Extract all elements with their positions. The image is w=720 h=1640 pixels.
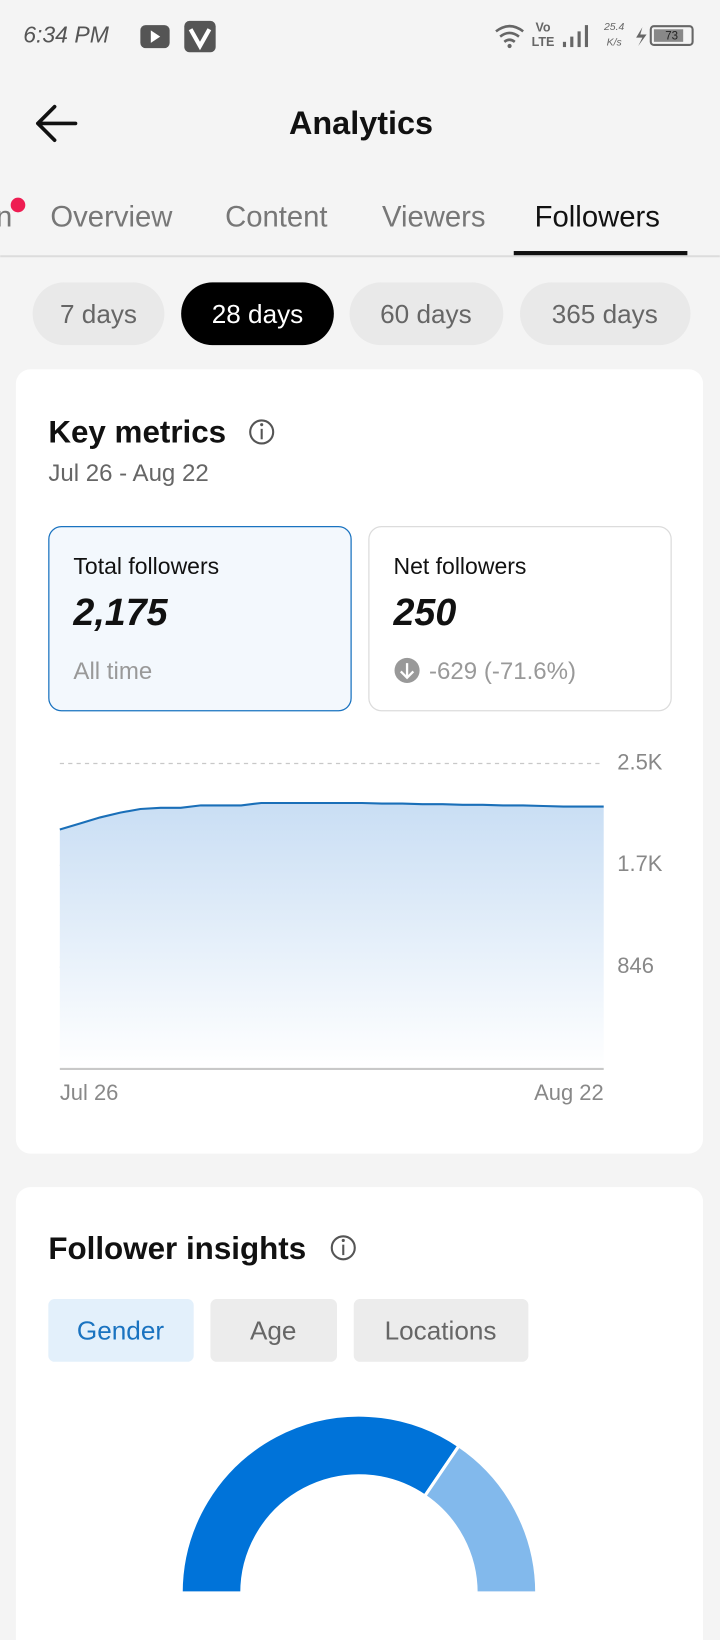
- follower-chart: 846 1.7K 2.5K Jul 26 Aug 22: [59, 749, 663, 1105]
- tab-indicator: [513, 251, 688, 256]
- tab[interactable]: Content: [225, 200, 328, 233]
- card-title: Key metrics: [48, 414, 226, 449]
- x-tick-label: Aug 22: [534, 1080, 604, 1105]
- period-pill[interactable]: [520, 282, 691, 346]
- metric-change: -629 (-71.6%): [429, 658, 576, 685]
- period-label: 7 days: [60, 299, 137, 329]
- network-top: Vo: [535, 21, 550, 35]
- period-pill-active[interactable]: [181, 282, 334, 346]
- period-label: 60 days: [380, 299, 472, 329]
- card-title: Follower insights: [48, 1231, 306, 1266]
- info-icon[interactable]: [330, 1235, 356, 1261]
- speed-bottom: K/s: [607, 38, 622, 49]
- metric-value: 250: [392, 591, 456, 633]
- tab[interactable]: Overview: [50, 200, 173, 233]
- metric-value: 2,175: [72, 591, 168, 633]
- metric-note: All time: [73, 658, 152, 685]
- battery-icon: [649, 25, 694, 47]
- date-range: Jul 26 - Aug 22: [48, 460, 208, 487]
- notification-dot: [10, 197, 26, 213]
- y-tick-label: 846: [617, 953, 654, 978]
- filter-label: Locations: [385, 1315, 497, 1345]
- y-tick-label: 2.5K: [617, 749, 663, 774]
- filter-label: Gender: [77, 1315, 164, 1345]
- filter[interactable]: [353, 1299, 529, 1362]
- metric-label: Total followers: [73, 553, 219, 579]
- speed-top: 25.4: [603, 22, 625, 33]
- tab[interactable]: Viewers: [382, 200, 486, 233]
- period-label: 28 days: [212, 299, 304, 329]
- line: [59, 801, 604, 831]
- status-time: 6:34 PM: [23, 22, 109, 48]
- y-tick-label: 1.7K: [617, 851, 663, 876]
- metric-label: Net followers: [393, 553, 526, 579]
- donut-segment: [422, 1443, 539, 1595]
- app-icon-v: [188, 28, 212, 51]
- metric-box-selected[interactable]: [48, 525, 352, 712]
- area: [59, 802, 604, 1069]
- filter-label: Age: [250, 1315, 296, 1345]
- youtube-play: [150, 30, 161, 43]
- info-icon[interactable]: [249, 419, 275, 445]
- period-pill[interactable]: [32, 282, 165, 346]
- battery-level: [653, 29, 684, 42]
- x-tick-label: Jul 26: [60, 1080, 119, 1105]
- period-label: 365 days: [552, 299, 658, 329]
- filter[interactable]: [210, 1299, 337, 1362]
- page-title: Analytics: [289, 105, 433, 141]
- period-pill[interactable]: [349, 282, 504, 346]
- charge-icon: [636, 27, 647, 47]
- network-bottom: LTE: [532, 35, 555, 49]
- info-icon-dot: [341, 1238, 345, 1243]
- info-icon-dot: [260, 423, 264, 427]
- filter-active[interactable]: [48, 1299, 194, 1362]
- metric-box[interactable]: [368, 525, 672, 712]
- signal-icon: [562, 25, 589, 48]
- gender-chart: [179, 1413, 539, 1595]
- tab[interactable]: n: [0, 200, 12, 233]
- battery-text: 73: [665, 31, 678, 43]
- wifi-dot: [507, 43, 512, 49]
- wifi-icon: [495, 24, 524, 43]
- down-arrow: [399, 663, 415, 680]
- tab-active[interactable]: Followers: [535, 200, 660, 233]
- donut-segment: [179, 1413, 462, 1595]
- back-button[interactable]: [36, 104, 78, 142]
